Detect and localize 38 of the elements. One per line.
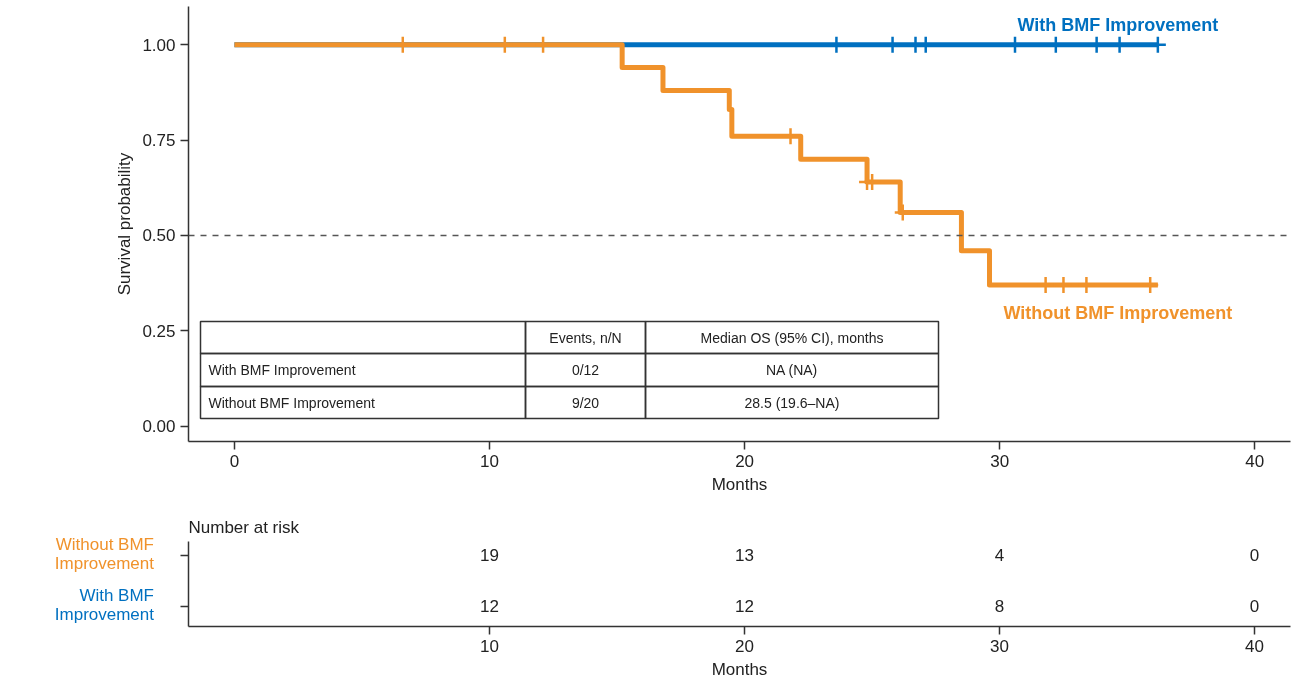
x-tick-label: 10 <box>480 636 499 656</box>
x-tick-label: 0 <box>229 451 240 471</box>
x-tick-label: 20 <box>735 636 754 656</box>
x-tick-label: 10 <box>480 451 499 471</box>
category-label: Without BMF Improvement <box>54 535 154 573</box>
x-tick-label: 40 <box>1245 451 1265 471</box>
x-tick-label: 30 <box>990 451 1010 471</box>
y-tick-label: 0.50 <box>142 226 176 246</box>
x-axis-title: Months <box>711 659 768 679</box>
data-label: 8 <box>994 597 1005 617</box>
annotation: Without BMF Improvement <box>208 394 376 411</box>
x-axis-title: Months <box>711 474 768 494</box>
y-tick-label: 0.75 <box>142 131 176 151</box>
annotation: 0/12 <box>571 362 600 378</box>
annotation: NA (NA) <box>765 362 818 378</box>
annotation: Median OS (95% CI), months <box>700 329 884 346</box>
data-label: 19 <box>480 546 499 566</box>
data-label: 13 <box>735 546 754 566</box>
x-tick-label: 30 <box>990 636 1009 656</box>
annotation: Events, n/N <box>549 329 622 346</box>
y-tick-label: 0.00 <box>142 417 176 437</box>
y-tick-label: 0.25 <box>142 321 176 341</box>
annotation: 9/20 <box>571 394 600 411</box>
series-label: With BMF Improvement <box>1017 14 1219 35</box>
y-tick-label: 1.00 <box>142 35 176 55</box>
annotation: With BMF Improvement <box>208 362 356 378</box>
y-axis-title: Survival probability <box>115 152 135 296</box>
x-tick-label: 20 <box>735 451 755 471</box>
data-label: 4 <box>994 546 1005 566</box>
data-label: 12 <box>735 597 754 617</box>
chart-title: Number at risk <box>188 517 300 537</box>
category-label: With BMF Improvement <box>54 586 154 624</box>
data-label: 12 <box>480 597 499 617</box>
series-label: Without BMF Improvement <box>1003 303 1233 324</box>
annotation: 28.5 (19.6–NA) <box>744 394 840 411</box>
data-label: 0 <box>1249 546 1260 566</box>
x-tick-label: 40 <box>1245 636 1264 656</box>
data-label: 0 <box>1249 597 1260 617</box>
